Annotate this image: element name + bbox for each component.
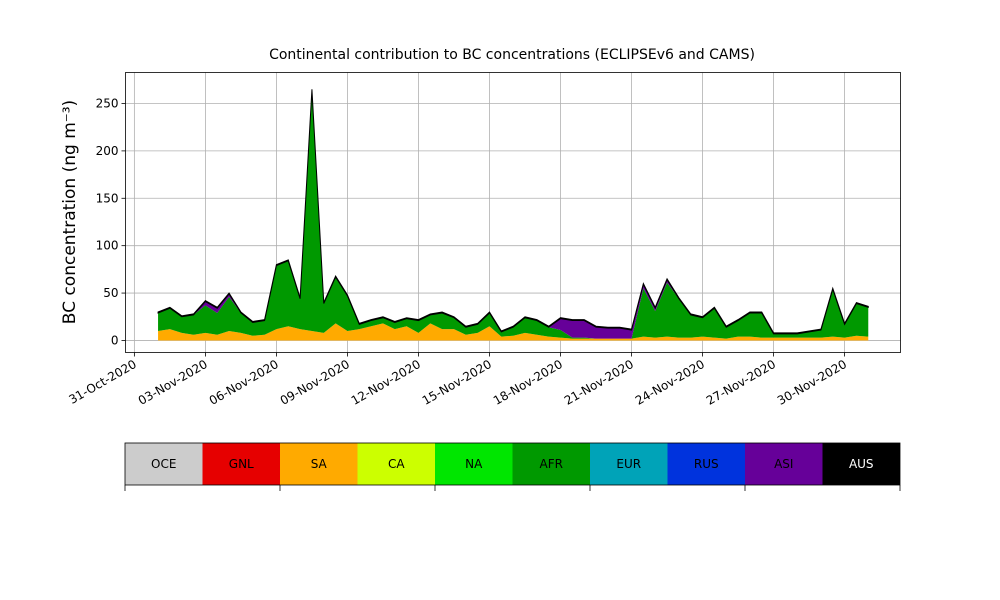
x-tick-label: 15-Nov-2020: [420, 357, 494, 408]
legend-frame: [124, 442, 901, 486]
y-tick-label: 200: [96, 144, 119, 158]
legend-swatch: [357, 443, 435, 485]
legend-label: EUR: [616, 457, 641, 471]
y-axis-label: BC concentration (ng m⁻³): [60, 100, 80, 324]
x-tick-label: 18-Nov-2020: [491, 357, 565, 408]
legend-label: NA: [465, 457, 483, 471]
x-tick-label: 12-Nov-2020: [349, 357, 423, 408]
colorbar-legend: OCE GNL SA CA NA AFR EUR RUS ASI AUS: [124, 442, 901, 491]
legend-label: SA: [311, 457, 328, 471]
legend-label: RUS: [694, 457, 719, 471]
legend-label: CA: [388, 457, 405, 471]
x-tick-label: 24-Nov-2020: [633, 357, 707, 408]
area-sa: [158, 323, 869, 341]
legend-label: AFR: [540, 457, 563, 471]
plot-frame: [125, 72, 901, 353]
x-tick-label: 31-Oct-2020: [66, 357, 138, 407]
legend-swatch: [202, 443, 280, 485]
legend-label: AUS: [849, 457, 874, 471]
x-tick-label: 09-Nov-2020: [278, 357, 352, 408]
chart-title: Continental contribution to BC concentra…: [269, 47, 755, 63]
legend-label: OCE: [151, 457, 176, 471]
area-rus: [158, 90, 869, 339]
y-tick-label: 150: [96, 191, 119, 205]
legend-swatch: [280, 443, 358, 485]
y-tick-label: 0: [111, 333, 119, 347]
legend-label: GNL: [229, 457, 254, 471]
area-asi: [158, 90, 869, 339]
legend-swatch: [590, 443, 668, 485]
legend-swatch: [512, 443, 590, 485]
area-afr: [158, 90, 869, 339]
legend-swatch: [435, 443, 513, 485]
x-tick-label: 03-Nov-2020: [136, 357, 210, 408]
y-tick-label: 50: [103, 286, 118, 300]
legend-swatch: [745, 443, 823, 485]
x-tick-label: 30-Nov-2020: [775, 357, 849, 408]
area-eur: [158, 90, 869, 339]
x-tick-label: 21-Nov-2020: [562, 357, 636, 408]
y-tick-label: 100: [96, 239, 119, 253]
area-aus: [157, 89, 869, 335]
legend-label: ASI: [774, 457, 793, 471]
legend-swatch: [667, 443, 745, 485]
legend-swatch: [822, 443, 900, 485]
x-tick-label: 06-Nov-2020: [207, 357, 281, 408]
legend-swatch: [125, 443, 203, 485]
plot-area: 0 50 100 150 200 250 31-Oct-202003-Nov-202006-…: [66, 72, 901, 408]
x-tick-label: 27-Nov-2020: [704, 357, 778, 408]
y-tick-label: 250: [96, 96, 119, 110]
